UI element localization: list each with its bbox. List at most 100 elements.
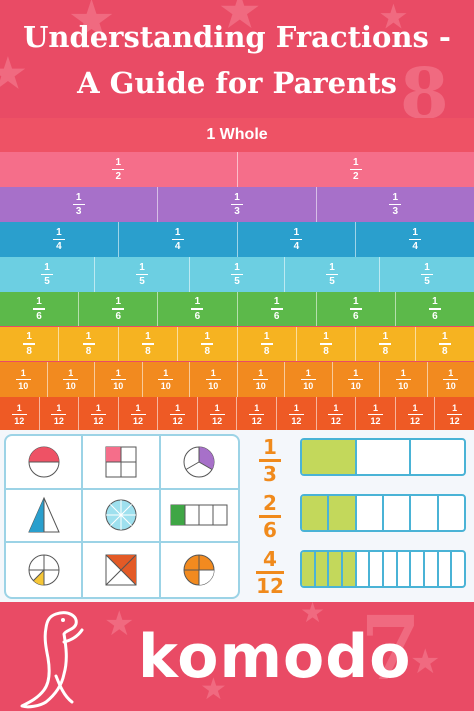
- fraction-bar: [158, 378, 174, 381]
- fraction-bar: [326, 273, 338, 276]
- fraction-numerator: 1: [115, 367, 121, 378]
- decorative-star-icon: ★: [70, 0, 114, 48]
- shape-cell: [160, 490, 238, 544]
- fraction-denominator: 4: [56, 241, 62, 253]
- strip-segment-empty: [439, 496, 464, 530]
- fraction-bar: [270, 308, 283, 310]
- fraction-numerator: 1: [210, 367, 216, 378]
- fraction-cell: 1 12: [396, 397, 436, 432]
- fraction-denominator: 5: [44, 276, 50, 288]
- fraction-cell: 1 10: [143, 362, 190, 397]
- fraction-numerator: 1: [263, 435, 277, 459]
- fraction-numerator: 1: [163, 367, 169, 378]
- fraction-bar: [82, 343, 95, 345]
- fraction-cell: 1 10: [333, 362, 380, 397]
- fraction-label: 1 12: [170, 403, 186, 426]
- fraction-cell: 1 10: [428, 362, 474, 397]
- strip-segment-filled: [302, 440, 357, 474]
- fraction-denominator: 8: [442, 345, 448, 357]
- fraction-numerator: 1: [56, 402, 62, 413]
- shape-cell: [6, 489, 84, 544]
- fraction-denominator: 5: [424, 276, 430, 288]
- fraction-numerator: 1: [214, 402, 220, 413]
- fraction-denominator: 12: [449, 416, 460, 427]
- fraction-label: 1 10: [15, 368, 31, 391]
- fraction-denominator: 8: [145, 345, 151, 357]
- fraction-denominator: 10: [113, 381, 124, 392]
- fraction-cell: 1 12: [79, 397, 119, 432]
- fraction-denominator: 12: [14, 416, 25, 427]
- decorative-number-icon: 8: [400, 52, 449, 118]
- header: ★ ★ ★ 8 ★ Understanding Fractions - A Gu…: [0, 0, 474, 118]
- fraction-cell: 1 10: [285, 362, 333, 397]
- shape-cell: [83, 543, 161, 597]
- strip-segment-empty: [398, 552, 412, 586]
- fraction-bar: [171, 238, 184, 241]
- fraction-bar: [288, 413, 304, 416]
- fraction-denominator: 10: [350, 381, 361, 392]
- fraction-label: 1 10: [443, 368, 459, 392]
- fraction-bar: [290, 238, 303, 241]
- fraction-strip: [300, 494, 466, 532]
- fraction-row-whole: 1 Whole: [0, 118, 474, 152]
- fraction-numerator: 1: [412, 226, 418, 238]
- fraction-bar: [407, 413, 423, 416]
- fraction-bar: [259, 459, 281, 462]
- fraction-denominator: 4: [412, 241, 418, 253]
- fraction-cell: 1 12: [277, 397, 317, 432]
- fraction-cell: 1 12: [0, 397, 40, 432]
- fraction-denominator: 6: [432, 310, 438, 322]
- segmented-circle-icon: [105, 499, 137, 531]
- fraction-denominator: 3: [263, 461, 277, 486]
- fraction-cell: 1 12: [435, 397, 474, 432]
- strip-segment-filled: [343, 552, 357, 586]
- fraction-bar: [443, 378, 459, 381]
- fraction-bar: [260, 343, 273, 345]
- fraction-numerator: 1: [273, 296, 280, 308]
- fraction-denominator: 10: [160, 381, 171, 392]
- fraction-denominator: 12: [330, 416, 341, 427]
- fraction-bar: [349, 308, 362, 310]
- fraction-cell: 1 12: [119, 397, 159, 432]
- strip-segment-empty: [357, 496, 384, 530]
- fraction-bar: [259, 515, 281, 518]
- decorative-star-icon: ★: [300, 602, 326, 628]
- fraction-denominator: 10: [445, 381, 456, 392]
- komodo-dragon-mascot-icon: [20, 611, 84, 709]
- fraction-denominator: 6: [115, 310, 122, 322]
- half-triangle-icon: [27, 497, 60, 533]
- fraction-denominator: 8: [204, 345, 211, 357]
- strip-segment-empty: [425, 552, 439, 586]
- fraction-bar: [112, 308, 125, 310]
- fraction-bar: [170, 413, 186, 416]
- fraction-bar: [11, 413, 27, 416]
- fraction-numerator: 1: [115, 296, 122, 308]
- fraction-bar: [52, 238, 65, 241]
- fraction-denominator: 10: [255, 381, 266, 392]
- fraction-numerator: 1: [16, 402, 22, 413]
- fraction-numerator: 1: [293, 226, 300, 238]
- shape-examples-grid: [4, 434, 240, 599]
- decorative-star-icon: ★: [104, 605, 135, 643]
- fraction-bar: [230, 203, 243, 206]
- fraction-numerator: 1: [254, 402, 260, 413]
- fraction-bar: [72, 203, 85, 206]
- fraction-cell: 1 12: [317, 397, 357, 432]
